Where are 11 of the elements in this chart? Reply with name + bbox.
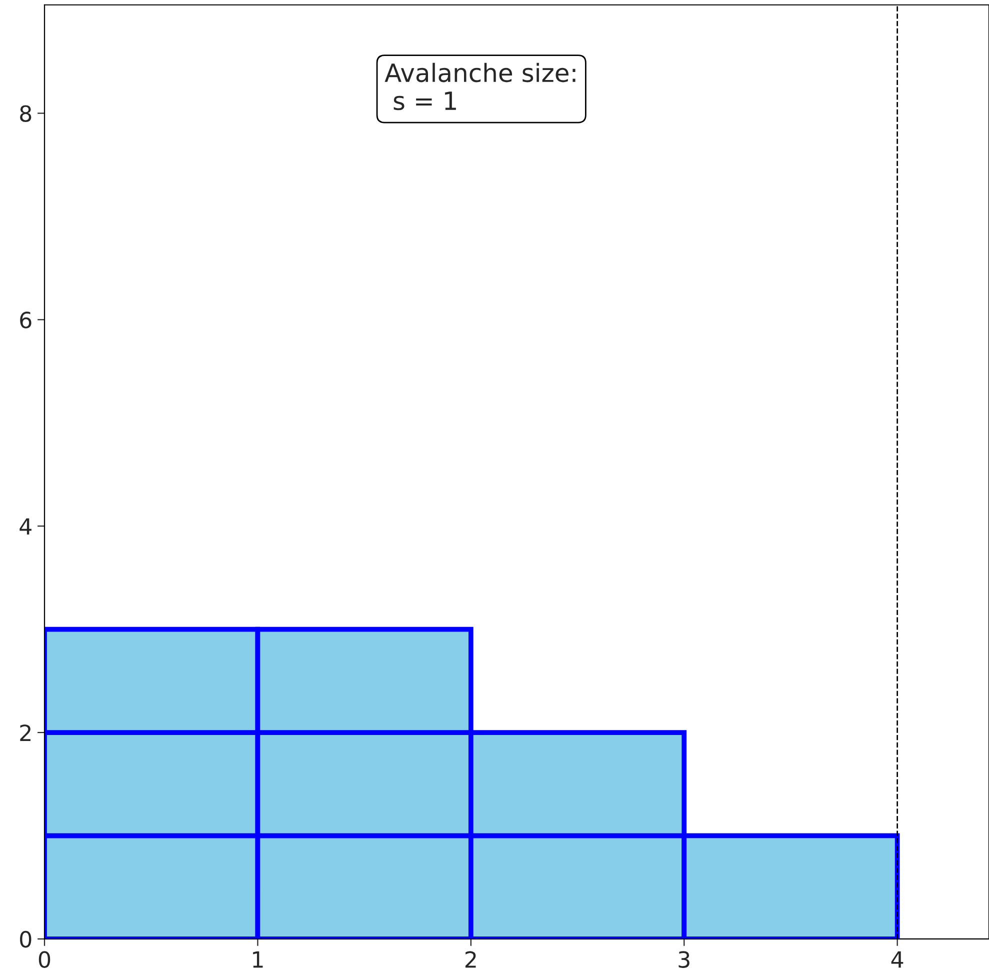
y-tick-label: 6 [20, 312, 32, 328]
annotation: Avalanche size: s = 1 [384, 62, 576, 110]
x-tick-label: 2 [465, 951, 476, 968]
y-tick-label: 0 [20, 930, 32, 948]
x-tick-label: 4 [891, 951, 904, 968]
y-tick-label: 4 [20, 518, 32, 535]
x-tick-label: 0 [38, 951, 50, 968]
y-tick-label: 8 [20, 105, 32, 122]
x-tick-label: 1 [253, 951, 263, 968]
y-tick-label: 2 [20, 724, 30, 741]
x-tick-label: 3 [678, 951, 690, 968]
